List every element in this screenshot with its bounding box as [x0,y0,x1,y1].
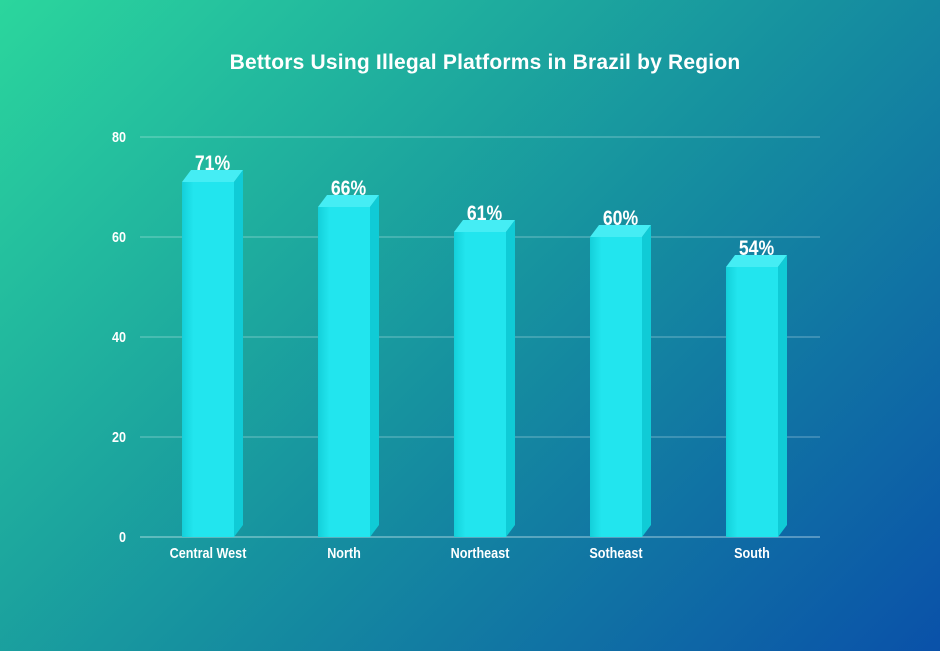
y-tick-label: 0 [119,529,126,546]
bar-side-face [234,170,243,537]
bar-sotheast: 60% Sotheast [589,207,651,562]
x-category-label: Sotheast [589,545,642,562]
bar-front-face [726,267,778,537]
bar-top-face [454,220,515,232]
x-category-label: Central West [170,545,247,562]
bar-side-face [506,220,515,537]
bar-top-face [318,195,379,207]
bar-northeast: 61% Northeast [451,202,515,562]
bar-value-label: 54% [739,237,775,260]
y-tick-label: 40 [112,329,126,346]
bar-north: 66% North [318,177,379,562]
x-category-label: North [327,545,361,562]
chart-title: Bettors Using Illegal Platforms in Brazi… [229,51,741,74]
bar-value-label: 61% [467,202,503,225]
bar-front-face [182,182,234,537]
bar-front-face [454,232,506,537]
bar-side-face [370,195,379,537]
x-category-label: Northeast [451,545,510,562]
bar-top-face [182,170,243,182]
bar-side-face [642,225,651,537]
bar-south: 54% South [726,237,787,562]
bar-top-face [726,255,787,267]
bar-value-label: 71% [195,152,231,175]
y-tick-label: 80 [112,129,126,146]
bar-front-face [590,237,642,537]
bar-value-label: 60% [603,207,639,230]
y-tick-label: 60 [112,229,126,246]
bar-side-face [778,255,787,537]
bar-value-label: 66% [331,177,367,200]
bar-central-west: 71% Central West [170,152,247,562]
y-tick-label: 20 [112,429,126,446]
bar-front-face [318,207,370,537]
bar-top-face [590,225,651,237]
x-category-label: South [734,545,770,562]
